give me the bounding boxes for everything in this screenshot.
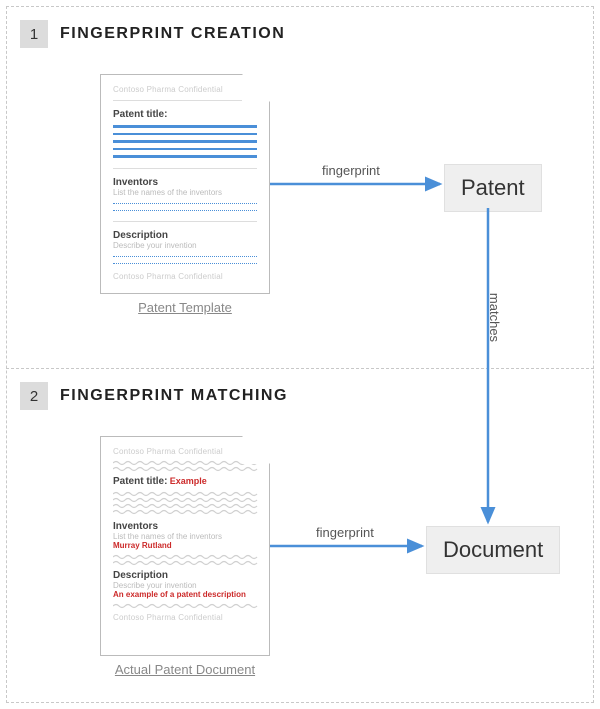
watermark-top: Contoso Pharma Confidential [113,85,257,94]
arrow-label-fingerprint-1: fingerprint [322,163,380,178]
wavy-lines [113,603,257,609]
watermark-bottom: Contoso Pharma Confidential [113,272,257,281]
watermark-bottom: Contoso Pharma Confidential [113,613,257,622]
page-fold-icon [242,436,270,464]
step-title-1: FINGERPRINT CREATION [60,25,285,43]
watermark-top: Contoso Pharma Confidential [113,447,257,456]
dotted-line [113,203,257,204]
field-inventors: Inventors [113,521,257,532]
field-description: Description [113,230,257,241]
wavy-lines [113,491,257,515]
section-fingerprint-matching: 2 FINGERPRINT MATCHING [6,368,594,410]
dotted-line [113,263,257,264]
patent-template-doc: Contoso Pharma Confidential Patent title… [100,74,270,294]
doc1-caption: Patent Template [100,300,270,315]
actual-patent-doc: Contoso Pharma Confidential Patent title… [100,436,270,656]
doc2-caption: Actual Patent Document [100,662,270,677]
step-number-2: 2 [20,382,48,410]
arrow-label-fingerprint-2: fingerprint [316,525,374,540]
field-description-sub: Describe your invention [113,581,257,590]
field-description-value: An example of a patent description [113,590,257,599]
field-patent-title-value: Example [170,476,207,486]
dotted-line [113,256,257,257]
section-fingerprint-creation: 1 FINGERPRINT CREATION [6,6,594,48]
page-fold-icon [242,74,270,102]
field-description-sub: Describe your invention [113,241,257,250]
dotted-line [113,210,257,211]
field-patent-title: Patent title: [113,109,257,120]
node-document: Document [426,526,560,574]
wavy-lines [113,554,257,566]
field-description: Description [113,570,257,581]
field-inventors-sub: List the names of the inventors [113,532,257,541]
field-inventors-value: Murray Rutland [113,541,257,550]
diagram-border [6,6,594,703]
arrow-label-matches: matches [487,293,502,342]
field-inventors: Inventors [113,177,257,188]
blue-lines [113,125,257,158]
field-patent-title: Patent title: [113,476,167,487]
wavy-lines [113,460,257,472]
step-title-2: FINGERPRINT MATCHING [60,387,288,405]
step-number-1: 1 [20,20,48,48]
field-inventors-sub: List the names of the inventors [113,188,257,197]
node-patent: Patent [444,164,542,212]
